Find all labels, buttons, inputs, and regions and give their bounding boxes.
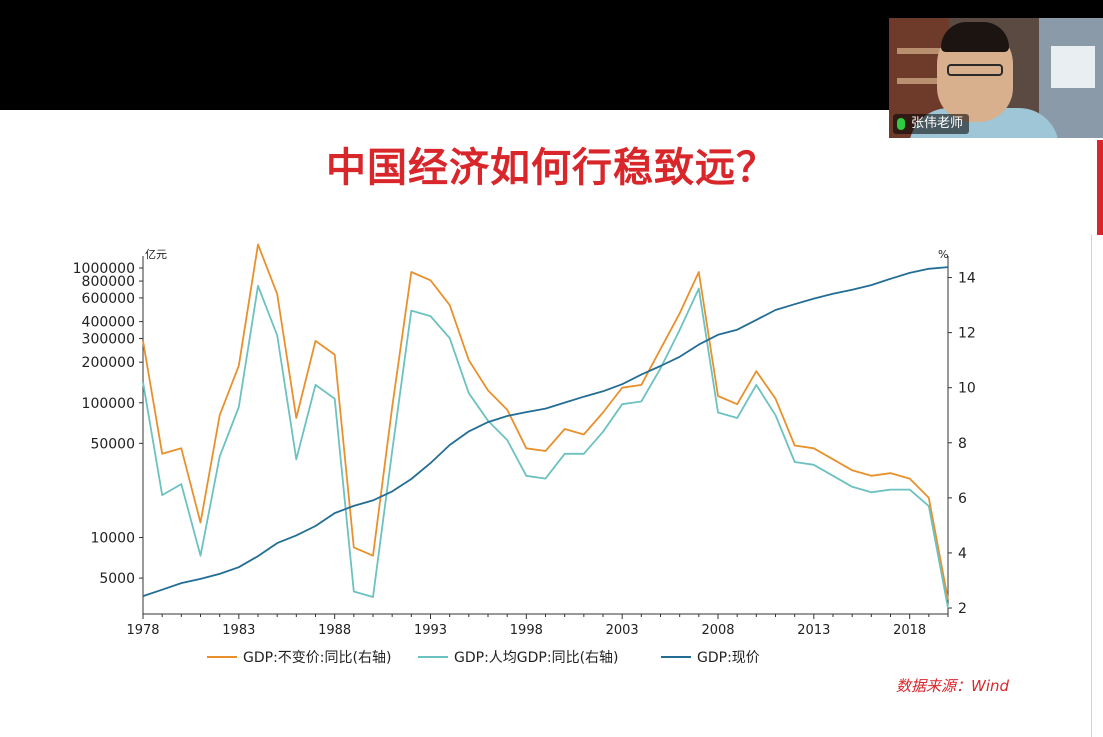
microphone-icon <box>897 118 905 130</box>
bookshelf-background <box>897 48 945 54</box>
left-tick-label: 800000 <box>82 274 135 290</box>
right-tick-label: 2 <box>958 601 967 617</box>
right-tick-label: 8 <box>958 436 967 452</box>
left-tick-label: 200000 <box>82 355 135 371</box>
gdp-chart: 亿元 % 5000 10000 50000 100000 200000 30000040000… <box>73 243 976 666</box>
presenter-hair <box>941 22 1009 52</box>
left-tick-label: 100000 <box>82 396 135 412</box>
left-tick-label: 300000 <box>82 331 135 347</box>
left-tick-label: 600000 <box>82 291 135 307</box>
wall-picture <box>1051 46 1095 88</box>
presenter-name: 张伟老师 <box>911 116 964 131</box>
legend-gdp-per-capita-label: GDP:人均GDP:同比(右轴) <box>454 650 619 666</box>
x-tick-label: 1988 <box>318 623 351 638</box>
legend-gdp-current-label: GDP:现价 <box>697 650 760 666</box>
x-tick-label: 2013 <box>797 623 830 638</box>
series-line-gdp-per-capita <box>142 284 949 609</box>
left-tick-label: 50000 <box>90 436 135 452</box>
slide-title: 中国经济如何行稳致远？ <box>326 145 777 191</box>
presenter-glasses <box>947 64 1003 76</box>
series-line-gdp-current <box>142 266 949 597</box>
left-axis-unit: 亿元 <box>145 248 167 261</box>
right-tick-label: 10 <box>958 381 976 397</box>
left-tick-label: 5000 <box>99 571 135 587</box>
right-tick-label: 4 <box>958 546 967 562</box>
series-line-gdp-constant <box>142 243 949 600</box>
presenter-video-tile[interactable]: 张伟老师 <box>889 18 1103 138</box>
x-tick-label: 1993 <box>414 623 447 638</box>
slide-edge-line <box>1091 235 1092 737</box>
x-tick-label: 1978 <box>126 623 159 638</box>
left-tick-label: 1000000 <box>73 261 135 277</box>
x-tick-label: 2008 <box>701 623 734 638</box>
x-tick-label: 2018 <box>893 623 926 638</box>
right-tick-label: 14 <box>958 271 976 287</box>
bookshelf-background <box>897 78 945 84</box>
x-tick-label: 1998 <box>510 623 543 638</box>
presenter-name-badge: 张伟老师 <box>893 114 970 134</box>
right-tick-label: 6 <box>958 491 967 507</box>
right-axis-unit: % <box>938 248 948 261</box>
x-tick-label: 2003 <box>606 623 639 638</box>
right-tick-label: 12 <box>958 326 976 342</box>
data-source-note: 数据来源：Wind <box>896 677 1010 695</box>
x-tick-label: 1983 <box>222 623 255 638</box>
left-tick-label: 400000 <box>82 315 135 331</box>
legend-gdp-constant-label: GDP:不变价:同比(右轴) <box>243 650 391 666</box>
slide-accent-stripe <box>1097 140 1103 235</box>
left-tick-label: 10000 <box>90 531 135 547</box>
